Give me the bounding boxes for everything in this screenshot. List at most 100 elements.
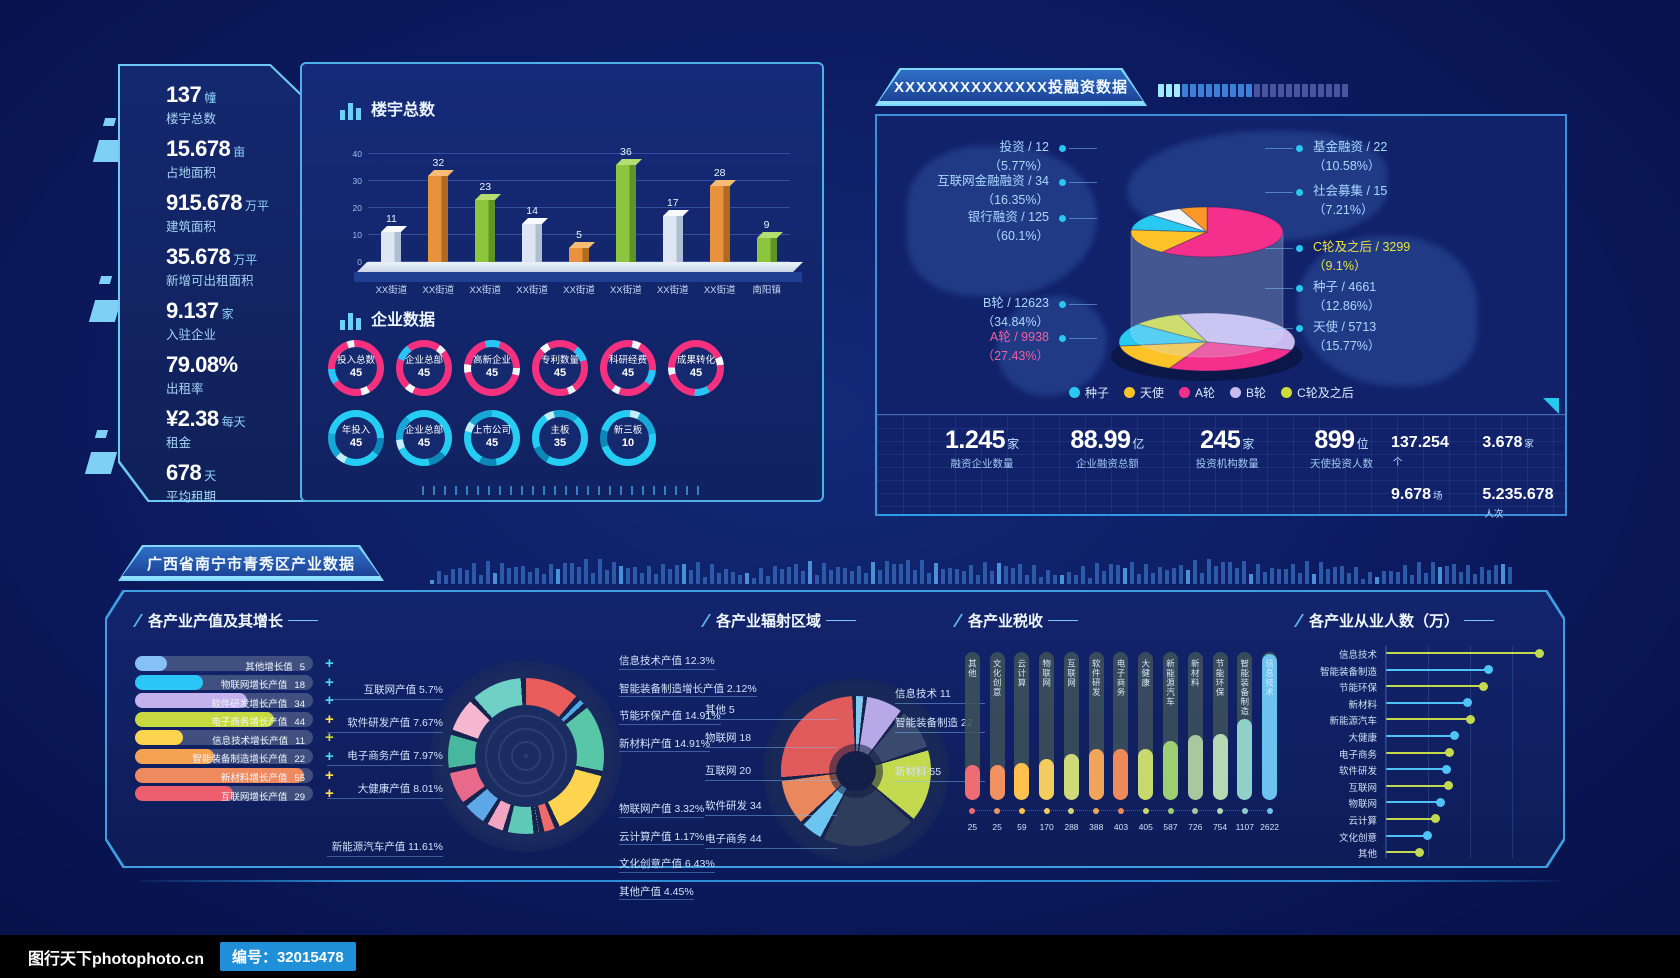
bar-value-label: 5 xyxy=(576,229,582,241)
bar-track: 云计算 xyxy=(1014,652,1030,800)
stat-value: 79.08% xyxy=(166,352,238,377)
equalizer-bar xyxy=(997,563,1001,584)
tax-column: 其他 25 xyxy=(960,652,985,852)
value-label: 25 xyxy=(992,822,1002,832)
axis-dot xyxy=(1068,807,1075,814)
equalizer-bar xyxy=(878,570,882,584)
equalizer-bar xyxy=(934,563,938,584)
axis-dot xyxy=(1266,807,1273,814)
progress-dash xyxy=(1190,84,1196,97)
plus-icon[interactable]: + xyxy=(325,766,334,784)
legend-item[interactable]: 种子 xyxy=(1069,384,1109,401)
donut-callout: 文化创意产值 6.43% xyxy=(619,859,715,873)
stat-item: 915.678 万平 建筑面积 xyxy=(166,190,269,235)
equalizer-bar xyxy=(731,572,735,584)
equalizer-bar xyxy=(1291,564,1295,584)
category-label: 云计算 xyxy=(1348,815,1377,827)
bar-fill xyxy=(1088,749,1104,800)
stat-unit: 家 xyxy=(1524,439,1534,450)
progress-dash xyxy=(1326,84,1332,97)
equalizer-bar xyxy=(570,563,574,584)
progress-dash xyxy=(1206,84,1212,97)
lollipop-line xyxy=(1386,652,1538,654)
plus-icon[interactable]: + xyxy=(325,692,334,710)
legend-item[interactable]: B轮 xyxy=(1230,384,1266,401)
ruler-ticks-decoration xyxy=(422,486,702,495)
category-label: 新材料 xyxy=(1348,699,1377,711)
plus-icon[interactable]: + xyxy=(325,729,334,747)
growth-bar-row: 电子商务增长产值 44 + xyxy=(135,710,370,728)
equalizer-bar xyxy=(1298,573,1302,584)
equalizer-bar xyxy=(689,570,693,584)
x-axis-label: XX街道 xyxy=(656,285,689,296)
pie-callout: 新材料 55 xyxy=(895,764,985,782)
equalizer-bar xyxy=(528,572,532,584)
category-label: 大健康 xyxy=(1140,659,1151,688)
financing-slice-银行融资 xyxy=(1160,206,1284,258)
value-label: 25 xyxy=(967,822,978,832)
category-label: 软件研发增长产值 xyxy=(211,698,288,710)
ring-center: 科研经费 45 xyxy=(607,347,649,389)
equalizer-bar xyxy=(1011,568,1015,584)
watermark-id-badge: 编号：32015478 xyxy=(219,942,356,971)
industry-tax-bar-chart: 其他 25 文化创意 25 云计算 59 物联网 170 互联网 288 软件研发 388 电子商务 40… xyxy=(960,652,1282,852)
lollipop-line xyxy=(1386,817,1434,820)
value-label: 587 xyxy=(1163,822,1178,832)
plus-icon[interactable]: + xyxy=(325,747,334,765)
ring-value: 45 xyxy=(349,436,363,449)
bar-label: 物联网增长产值 18 xyxy=(221,677,305,691)
callout-percent: （9.1%） xyxy=(1313,258,1367,273)
bar-fill xyxy=(135,693,247,709)
bar-value-label: 32 xyxy=(432,157,445,169)
axis-dot xyxy=(1093,807,1100,814)
equalizer-bar xyxy=(605,570,609,584)
tax-column: 软件研发 388 xyxy=(1084,652,1109,852)
equalizer-bar xyxy=(619,566,623,584)
equalizer-bar xyxy=(1228,562,1232,584)
legend-item[interactable]: 天使 xyxy=(1124,384,1164,401)
equalizer-bar xyxy=(717,573,721,584)
bar-track: 物联网 xyxy=(1039,652,1055,800)
callout-label: B轮 / 12623 xyxy=(982,296,1049,310)
plus-icon[interactable]: + xyxy=(325,673,334,691)
equalizer-bar xyxy=(1214,566,1218,584)
stat-item: 9.137 家入驻企业 xyxy=(166,298,269,343)
plus-icon[interactable]: + xyxy=(325,655,334,672)
stat-label: 建筑面积 xyxy=(166,220,217,234)
stat-ring: 专利数量 45 xyxy=(532,340,588,396)
stat-value-row: 137 幢 xyxy=(166,82,269,108)
invest-stats-row: 1.245 家融资企业数量 88.99 亿企业融资总额 245 家投资机构数量 899 位天使… xyxy=(945,426,1373,471)
plus-icon[interactable]: + xyxy=(325,710,334,728)
equalizer-bar xyxy=(598,559,602,584)
donut-callout: 新能源汽车产值 11.61% xyxy=(327,839,443,857)
equalizer-bar xyxy=(1102,571,1106,584)
donut-callout: 新材料产值 14.91% xyxy=(619,738,711,752)
rounds-slice-C轮及之后 xyxy=(1136,314,1209,343)
callout-percent: （5.77%） xyxy=(988,158,1049,173)
equalizer-bar xyxy=(1060,575,1064,584)
equalizer-bar xyxy=(948,568,952,584)
progress-dash xyxy=(1222,84,1228,97)
stat-label: 租金 xyxy=(166,436,192,450)
ring-label: 企业总部 xyxy=(404,355,443,367)
plus-icon[interactable]: + xyxy=(325,785,334,803)
donut-callout: 物联网产值 3.32% xyxy=(619,804,705,818)
bar-top-face xyxy=(615,159,642,165)
ring-label: 成果转化 xyxy=(676,355,715,367)
legend-item[interactable]: C轮及之后 xyxy=(1281,384,1354,401)
stat-unit: 万平 xyxy=(245,199,270,213)
equalizer-bar xyxy=(1088,578,1092,584)
stat-value: 137.254 xyxy=(1391,434,1449,451)
bar-track: 文化创意 xyxy=(989,652,1005,800)
legend-item[interactable]: A轮 xyxy=(1179,384,1215,401)
stat-value-row: 678 天 xyxy=(166,460,269,486)
bar-track: 软件研发增长产值 34 xyxy=(135,693,313,710)
ring-value: 45 xyxy=(689,366,703,379)
stat-value: 245 xyxy=(1200,426,1241,454)
growth-bar-row: 物联网增长产值 18 + xyxy=(135,673,370,691)
ring-label: 企业总部 xyxy=(404,425,443,437)
donut-callout: 节能环保产值 14.91% xyxy=(619,711,721,725)
pie-callout: 软件研发 34 xyxy=(705,798,837,816)
stat-value-row: 35.678 万平 xyxy=(166,244,269,270)
